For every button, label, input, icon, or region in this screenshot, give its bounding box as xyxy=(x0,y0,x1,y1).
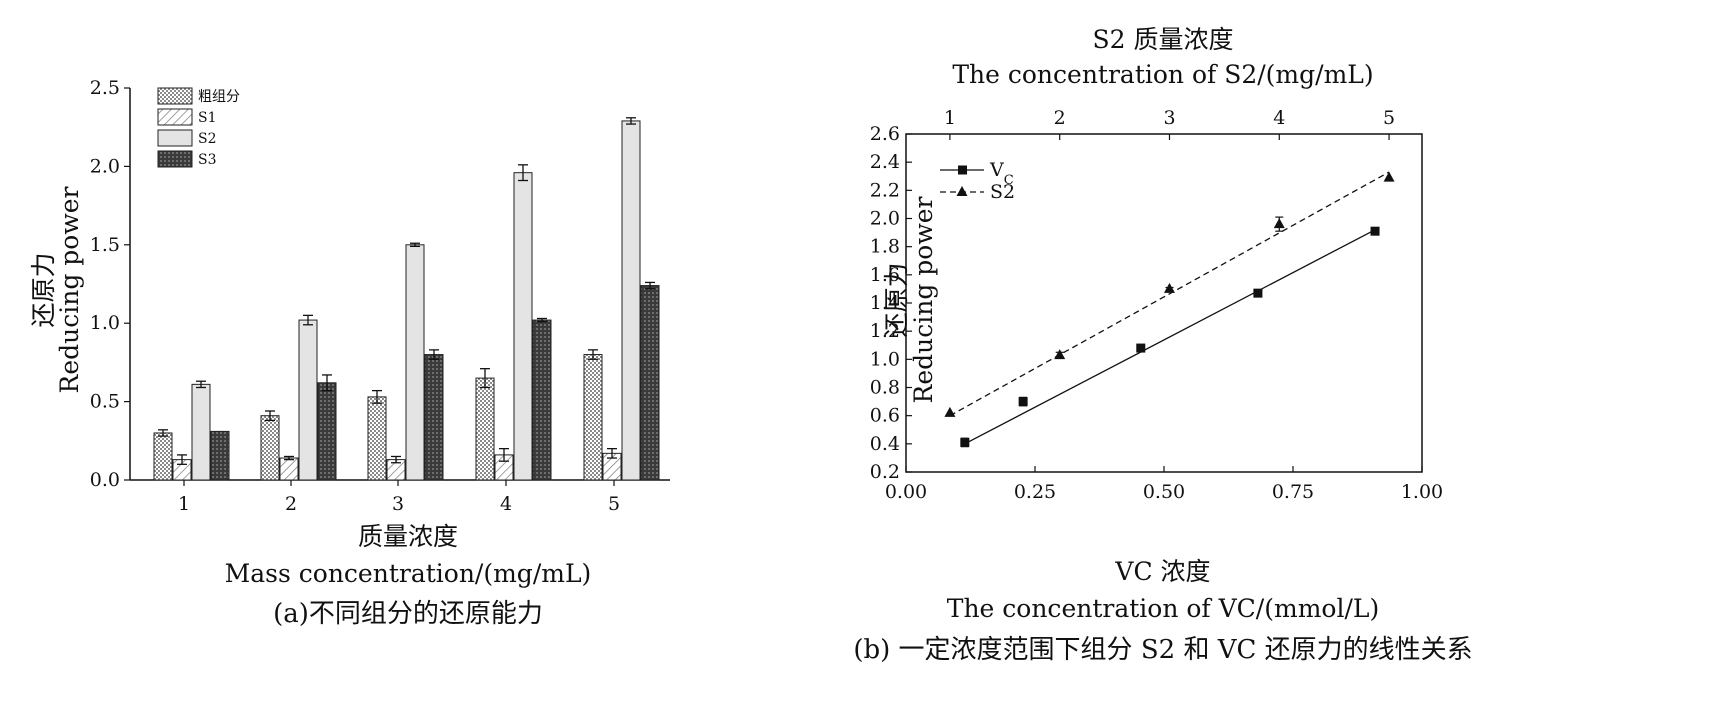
bar-S3 xyxy=(532,319,552,481)
bar-chart-reducing-power: 0.0 0.5 1.0 1.5 2.0 2.5 1 2 3 4 5 粗组分 S1 S2 S3 还原力 Re… xyxy=(29,77,670,629)
a-legend: 粗组分 S1 S2 S3 xyxy=(157,87,240,168)
a-y-tick-label: 0.0 xyxy=(90,469,120,491)
legend-label-S3: S3 xyxy=(198,152,217,168)
b-top-tick-label: 5 xyxy=(1383,107,1395,129)
b-y-tick-label: 1.2 xyxy=(870,320,900,342)
b-y-tick-label: 2.2 xyxy=(870,179,900,201)
bar-S2 xyxy=(621,120,641,481)
point-S2 xyxy=(1383,171,1395,182)
bar-S3 xyxy=(210,430,230,481)
fit-line-V xyxy=(964,229,1376,445)
b-plot-frame xyxy=(905,133,1423,473)
a-y-axis-label: Reducing power xyxy=(55,186,84,393)
point-V xyxy=(1370,226,1380,236)
bar-粗组分 xyxy=(583,354,603,481)
b-x-tick-label: 0.25 xyxy=(1014,481,1056,503)
a-caption: (a)不同组分的还原能力 xyxy=(273,599,543,629)
legend-swatch-S3 xyxy=(157,150,193,168)
bar-粗组分 xyxy=(260,415,280,481)
legend-label-粗组分: 粗组分 xyxy=(198,89,240,105)
b-y-tick-label: 2.6 xyxy=(870,123,900,145)
bar-粗组分 xyxy=(475,377,495,481)
bar-S2 xyxy=(191,383,211,481)
a-bars xyxy=(153,117,660,481)
b-caption: (b) 一定浓度范围下组分 S2 和 VC 还原力的线性关系 xyxy=(853,635,1472,665)
b-top-tick-label: 1 xyxy=(944,107,956,129)
b-top-axis-label: The concentration of S2/(mg/mL) xyxy=(952,60,1373,89)
b-top-tick-label: 4 xyxy=(1273,107,1285,129)
point-S2 xyxy=(1273,218,1285,229)
bar-S3 xyxy=(424,354,444,481)
bar-粗组分 xyxy=(153,432,173,481)
b-marks xyxy=(944,171,1395,448)
point-S2 xyxy=(1163,282,1175,293)
legend-label-subscript: C xyxy=(1004,173,1014,188)
a-x-axis-label: Mass concentration/(mg/mL) xyxy=(225,559,592,588)
scatter-chart-linear-relation: 0.2 0.4 0.6 0.8 1.0 1.2 1.4 1.6 1.8 2.0 2.2 2.4 2.6 0… xyxy=(853,25,1472,665)
a-y-tick-label: 1.0 xyxy=(90,312,120,334)
a-x-axis-label-cn: 质量浓度 xyxy=(358,522,458,551)
bar-S2 xyxy=(298,319,318,481)
b-top-tick-label: 2 xyxy=(1054,107,1066,129)
b-y-axis-label: Reducing power xyxy=(909,196,938,403)
point-V xyxy=(1018,397,1028,407)
b-y-tick-label: 0.4 xyxy=(870,433,900,455)
bar-S1 xyxy=(279,457,299,481)
legend-label-S2: S2 xyxy=(198,131,217,147)
point-V xyxy=(960,437,970,447)
b-y-tick-label: 2.4 xyxy=(870,151,900,173)
b-top-axis-label-cn: S2 质量浓度 xyxy=(1093,25,1234,54)
bar-S2 xyxy=(513,172,533,481)
bar-S3 xyxy=(317,382,337,481)
point-S2 xyxy=(1054,349,1066,360)
b-x-axis-label-cn: VC 浓度 xyxy=(1114,557,1210,586)
a-x-tick-label: 5 xyxy=(608,493,620,515)
a-y-tick-label: 2.5 xyxy=(90,77,120,99)
b-x-tick-label: 0.50 xyxy=(1143,481,1185,503)
legend-label-S1: S1 xyxy=(198,110,217,126)
b-y-tick-label: 1.6 xyxy=(870,264,900,286)
b-y-tick-label: 1.4 xyxy=(870,292,900,314)
a-y-tick-label: 2.0 xyxy=(90,155,120,177)
point-V xyxy=(1136,343,1146,353)
b-y-tick-label: 0.6 xyxy=(870,405,900,427)
legend-swatch-粗组分 xyxy=(157,87,193,105)
legend-swatch-S2 xyxy=(157,129,193,147)
a-y-tick-label: 0.5 xyxy=(90,391,120,413)
point-V xyxy=(1253,288,1263,298)
a-y-tick-label: 1.5 xyxy=(90,234,120,256)
a-x-tick-label: 2 xyxy=(285,493,297,515)
b-y-tick-label: 0.2 xyxy=(870,461,900,483)
a-x-tick-label: 4 xyxy=(500,493,512,515)
a-y-axis-label-cn: 还原力 xyxy=(29,252,58,327)
b-x-tick-label: 1.00 xyxy=(1401,481,1443,503)
b-top-tick-label: 3 xyxy=(1163,107,1175,129)
b-y-axis-label-cn: 还原力 xyxy=(882,262,911,337)
b-x-axis-label: The concentration of VC/(mmol/L) xyxy=(947,594,1379,623)
b-y-tick-label: 0.8 xyxy=(870,377,900,399)
legend-marker-V xyxy=(958,165,967,175)
b-y-tick-label: 1.8 xyxy=(870,236,900,258)
b-axes: 0.2 0.4 0.6 0.8 1.0 1.2 1.4 1.6 1.8 2.0 2.2 2.4 2.6 0… xyxy=(870,107,1443,503)
point-S2 xyxy=(944,406,956,417)
legend-marker-S2 xyxy=(956,186,968,196)
a-x-tick-label: 3 xyxy=(392,493,404,515)
fit-line-S2 xyxy=(949,171,1390,417)
bar-S3 xyxy=(640,285,660,481)
bar-粗组分 xyxy=(367,396,387,481)
legend-swatch-S1 xyxy=(157,108,193,126)
legend-label-S2: S2 xyxy=(990,181,1015,203)
a-x-tick-label: 1 xyxy=(178,493,190,515)
b-y-tick-label: 1.0 xyxy=(870,348,900,370)
b-y-tick-label: 2.0 xyxy=(870,208,900,230)
b-x-tick-label: 0.75 xyxy=(1272,481,1314,503)
bar-S2 xyxy=(405,244,425,481)
b-x-tick-label: 0.00 xyxy=(885,481,927,503)
